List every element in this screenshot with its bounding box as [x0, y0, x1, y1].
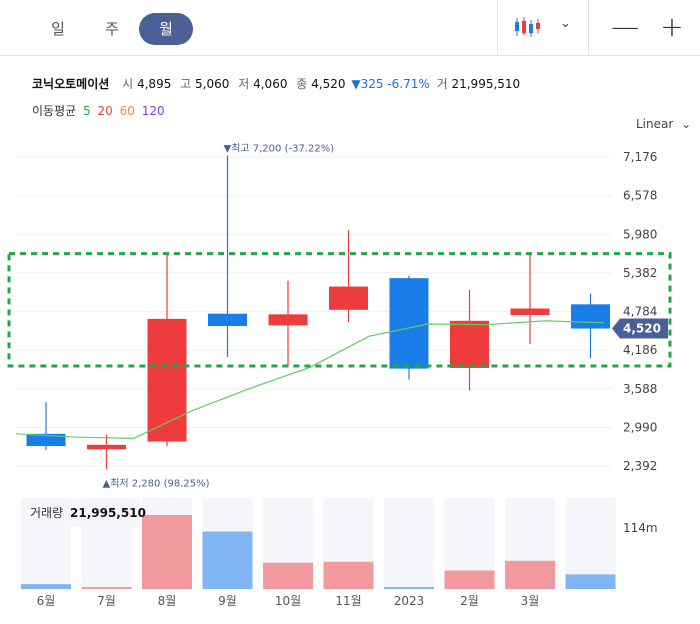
ma-20[interactable]: 20	[97, 104, 113, 118]
zoom-in-button[interactable]: +	[660, 10, 684, 43]
x-tick-label: 8월	[158, 594, 177, 608]
y-tick-label: 3,588	[623, 382, 657, 396]
open-value: 4,895	[136, 77, 172, 91]
x-tick-label: 6월	[37, 594, 56, 608]
candle-body	[329, 286, 368, 310]
y-tick-label: 2,392	[623, 459, 657, 473]
tab-daily[interactable]: 일	[51, 20, 65, 38]
highlight-box	[7, 252, 672, 368]
low-annotation: ▲최저 2,280 (98.25%)	[103, 477, 210, 489]
scale-mode: Linear	[636, 117, 674, 131]
stock-summary: 코닉오토메이션 시 4,895 고 5,060 저 4,060 종 4,520 …	[32, 75, 522, 92]
volume-bar	[263, 562, 313, 589]
candlestick-icon[interactable]	[514, 15, 542, 39]
tab-monthly[interactable]: 월	[139, 13, 193, 45]
chevron-down-icon[interactable]: ⌄	[560, 16, 571, 31]
x-tick-label: 3월	[521, 594, 540, 608]
high-value: 5,060	[195, 77, 230, 91]
moving-average-line	[15, 320, 605, 439]
close-label: 종	[296, 77, 308, 91]
ma-120[interactable]: 120	[141, 104, 165, 118]
candle-body	[87, 444, 126, 450]
stock-name: 코닉오토메이션	[32, 77, 110, 91]
volume-slot	[565, 498, 616, 589]
x-tick-label: 10월	[275, 594, 301, 608]
chart-toolbar: 일 주 월 ⌄ — +	[0, 0, 700, 56]
volume-bar	[21, 584, 71, 589]
candle-body	[208, 313, 247, 326]
candle-body	[571, 304, 610, 329]
candle-body	[510, 308, 550, 315]
ma-60[interactable]: 60	[119, 104, 135, 118]
volume-label-bg	[22, 499, 140, 527]
y-tick-label: 6,578	[623, 189, 657, 203]
candle-body	[389, 278, 429, 369]
scale-selector[interactable]: Linear ⌄	[636, 117, 691, 131]
zoom-out-button[interactable]: —	[611, 10, 639, 43]
candle-body	[268, 314, 308, 326]
toolbar-divider	[588, 0, 589, 56]
ma-5[interactable]: 5	[83, 104, 91, 118]
candle-body	[450, 320, 489, 368]
candle-body	[147, 318, 187, 442]
y-tick-label: 2,990	[623, 420, 657, 434]
low-value: 4,060	[253, 77, 288, 91]
ma-label: 이동평균	[32, 104, 77, 118]
volume-label: 거래량	[30, 506, 63, 520]
volume-bar	[323, 561, 374, 589]
volume-short-label: 거	[436, 77, 448, 91]
volume-bar	[444, 570, 495, 589]
volume-bar	[384, 587, 434, 589]
x-tick-label: 2월	[460, 594, 479, 608]
volume-slot	[384, 498, 434, 589]
x-tick-label: 9월	[218, 594, 237, 608]
volume-value: 21,995,510	[70, 506, 146, 520]
tab-weekly[interactable]: 주	[105, 20, 119, 38]
toolbar-divider	[497, 0, 498, 56]
price-change: ▼325 -6.71%	[351, 77, 430, 91]
y-tick-label: 7,176	[623, 150, 657, 164]
x-tick-label: 2023	[394, 594, 425, 608]
low-label: 저	[238, 77, 250, 91]
chevron-down-icon: ⌄	[681, 117, 692, 131]
high-annotation: ▼최고 7,200 (-37.22%)	[224, 142, 335, 154]
close-value: 4,520	[311, 77, 346, 91]
current-price-tag	[612, 318, 668, 339]
volume-bar	[142, 515, 192, 589]
y-tick-label: 5,382	[623, 266, 657, 280]
volume-short-value: 21,995,510	[451, 77, 521, 91]
high-label: 고	[180, 77, 192, 91]
volume-bar	[81, 587, 132, 589]
y-tick-label: 4,186	[623, 343, 657, 357]
current-price-label: 4,520	[623, 322, 661, 336]
candle-body	[26, 433, 66, 447]
x-tick-label: 7월	[97, 594, 116, 608]
moving-average-legend: 이동평균 5 20 60 120	[32, 102, 168, 119]
volume-bar	[202, 531, 253, 589]
y-tick-label: 5,980	[623, 227, 657, 241]
volume-axis-label: 114m	[623, 521, 658, 535]
open-label: 시	[122, 77, 134, 91]
volume-bar	[505, 560, 555, 589]
volume-bar	[565, 574, 616, 589]
x-tick-label: 11월	[335, 594, 361, 608]
y-tick-label: 4,784	[623, 305, 657, 319]
